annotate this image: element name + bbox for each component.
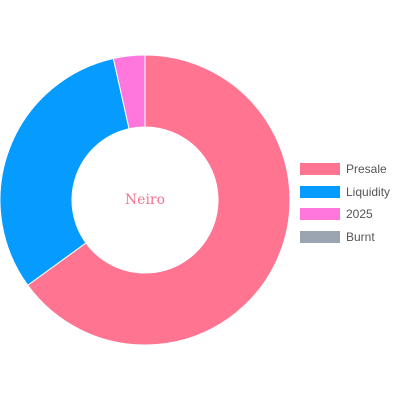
legend-item-2025[interactable]: 2025 xyxy=(300,203,390,226)
slice-2025[interactable] xyxy=(112,54,146,130)
legend-item-presale[interactable]: Presale xyxy=(300,158,390,181)
slice-liquidity[interactable] xyxy=(0,57,130,286)
legend-label-liquidity: Liquidity xyxy=(346,184,391,199)
slice-presale[interactable] xyxy=(26,54,291,346)
donut-slices xyxy=(0,54,291,346)
center-label: Neiro xyxy=(125,192,165,208)
legend-item-burnt[interactable]: Burnt xyxy=(300,226,390,249)
legend-swatch-presale xyxy=(300,163,340,176)
legend-swatch-2025 xyxy=(300,208,340,221)
legend-label-burnt: Burnt xyxy=(346,229,375,244)
legend-swatch-liquidity xyxy=(300,185,340,198)
legend-item-liquidity[interactable]: Liquidity xyxy=(300,181,390,204)
legend-label-2025: 2025 xyxy=(346,207,373,222)
chart-legend: Presale Liquidity 2025 Burnt xyxy=(300,158,390,248)
legend-label-presale: Presale xyxy=(346,162,387,177)
legend-swatch-burnt xyxy=(300,230,340,243)
